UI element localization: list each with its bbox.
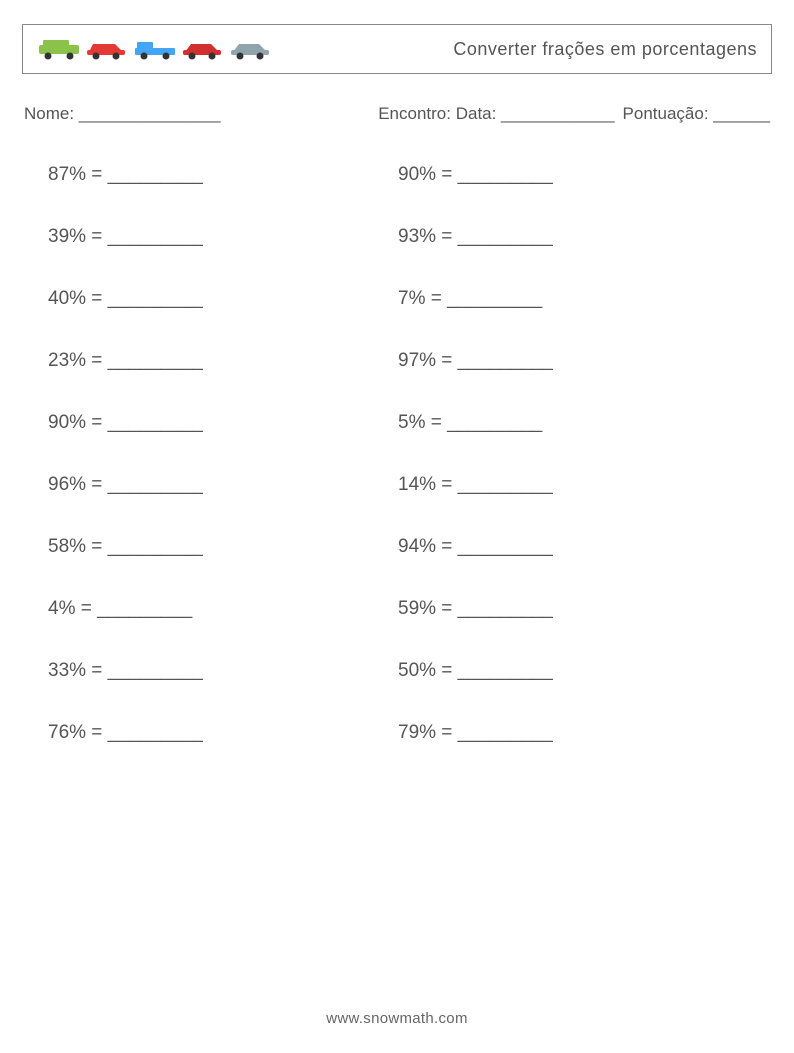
- problem-item: 94% = _________: [398, 536, 748, 558]
- header-box: Converter frações em porcentagens: [22, 24, 772, 74]
- problem-item: 76% = _________: [48, 722, 398, 744]
- worksheet-title: Converter frações em porcentagens: [453, 39, 757, 60]
- score-field: Pontuação: ______: [623, 104, 770, 124]
- meta-row: Nome: _______________ Encontro: Data: __…: [24, 104, 770, 124]
- problem-item: 23% = _________: [48, 350, 398, 372]
- problem-item: 58% = _________: [48, 536, 398, 558]
- problem-item: 96% = _________: [48, 474, 398, 496]
- name-field: Nome: _______________: [24, 104, 221, 124]
- problem-item: 79% = _________: [398, 722, 748, 744]
- problem-item: 39% = _________: [48, 226, 398, 248]
- problem-item: 40% = _________: [48, 288, 398, 310]
- problem-item: 87% = _________: [48, 164, 398, 186]
- problem-item: 5% = _________: [398, 412, 748, 434]
- problem-item: 7% = _________: [398, 288, 748, 310]
- problem-item: 14% = _________: [398, 474, 748, 496]
- problem-item: 50% = _________: [398, 660, 748, 682]
- problem-item: 59% = _________: [398, 598, 748, 620]
- car-icon: [85, 38, 129, 60]
- problem-item: 90% = _________: [48, 412, 398, 434]
- date-field: Encontro: Data: ____________: [378, 104, 614, 124]
- car-icon: [229, 38, 273, 60]
- car-icons: [37, 38, 273, 60]
- problem-item: 4% = _________: [48, 598, 398, 620]
- problem-item: 97% = _________: [398, 350, 748, 372]
- car-icon: [133, 38, 177, 60]
- problem-item: 93% = _________: [398, 226, 748, 248]
- problems-grid: 87% = _________ 90% = _________ 39% = __…: [48, 164, 772, 744]
- car-icon: [181, 38, 225, 60]
- car-icon: [37, 38, 81, 60]
- problem-item: 90% = _________: [398, 164, 748, 186]
- problem-item: 33% = _________: [48, 660, 398, 682]
- footer-url: www.snowmath.com: [0, 1010, 794, 1027]
